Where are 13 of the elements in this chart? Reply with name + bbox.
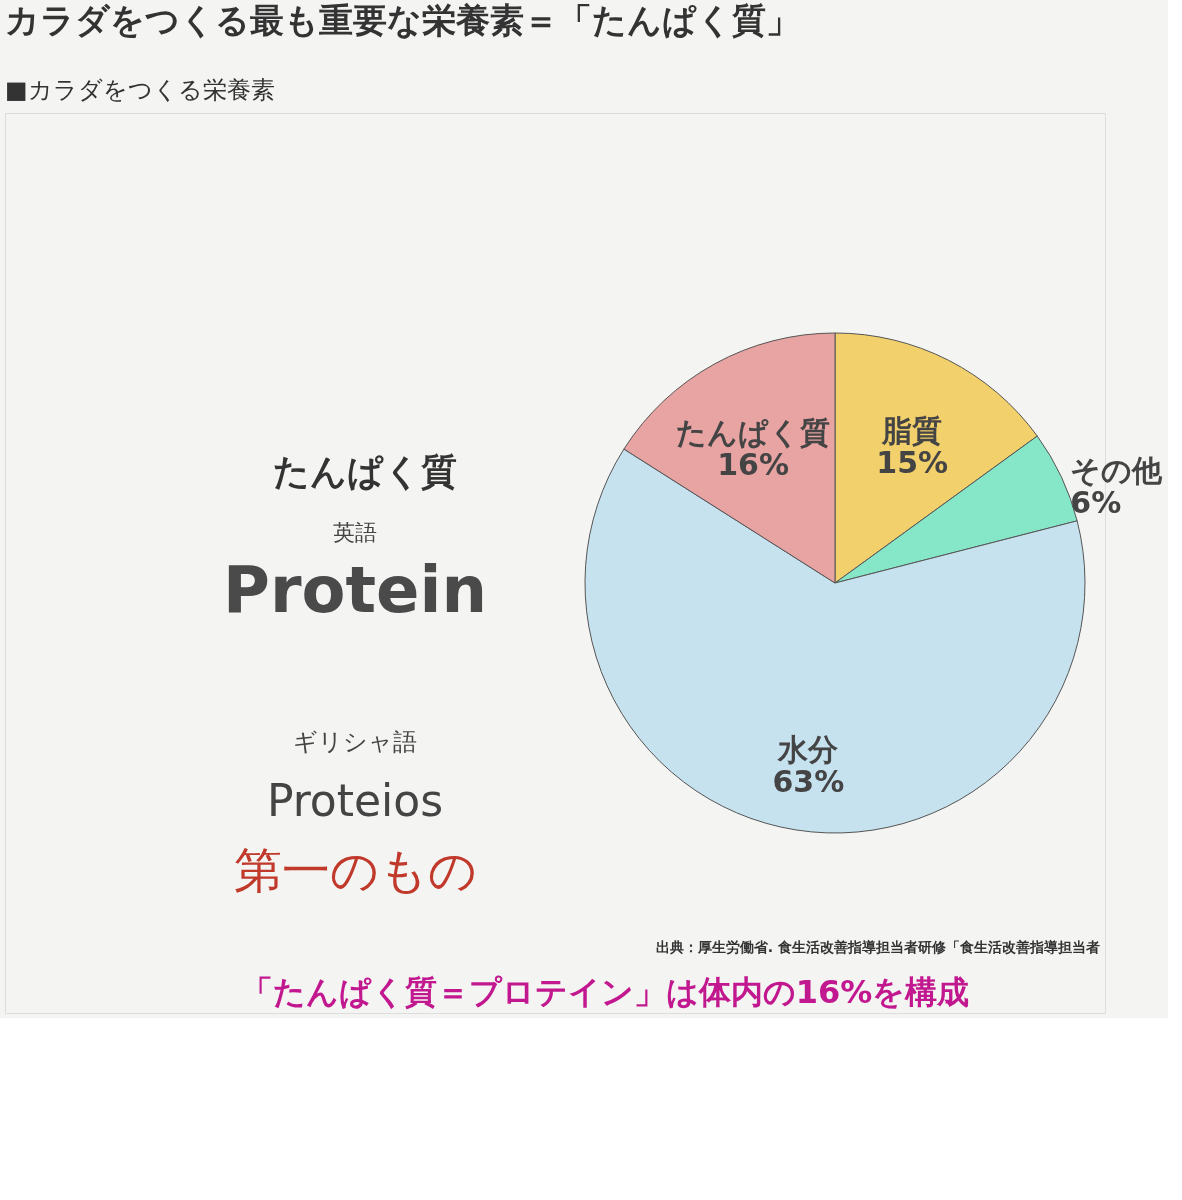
slice-label: 水分	[777, 731, 839, 767]
text: 第一のもの	[233, 842, 477, 898]
text: たんぱく質	[273, 451, 457, 492]
text: Protein	[223, 553, 487, 627]
chart-title: カラダをつくる最も重要な栄養素＝「たんぱく質」	[5, 0, 800, 40]
text: ギリシャ語	[293, 728, 417, 756]
source-note: 出典：厚生労働省. 食生活改善指導担当者研修「食生活改善指導担当者	[655, 939, 1100, 955]
text: 「たんぱく質＝プロテイン」は体内の16%を構成	[240, 973, 970, 1011]
text: ■カラダをつくる栄養素	[5, 76, 275, 104]
slice-label: その他	[1070, 453, 1164, 489]
slice-label: たんぱく質	[676, 415, 831, 451]
text: 英語	[333, 520, 377, 545]
text: Proteios	[266, 775, 444, 826]
